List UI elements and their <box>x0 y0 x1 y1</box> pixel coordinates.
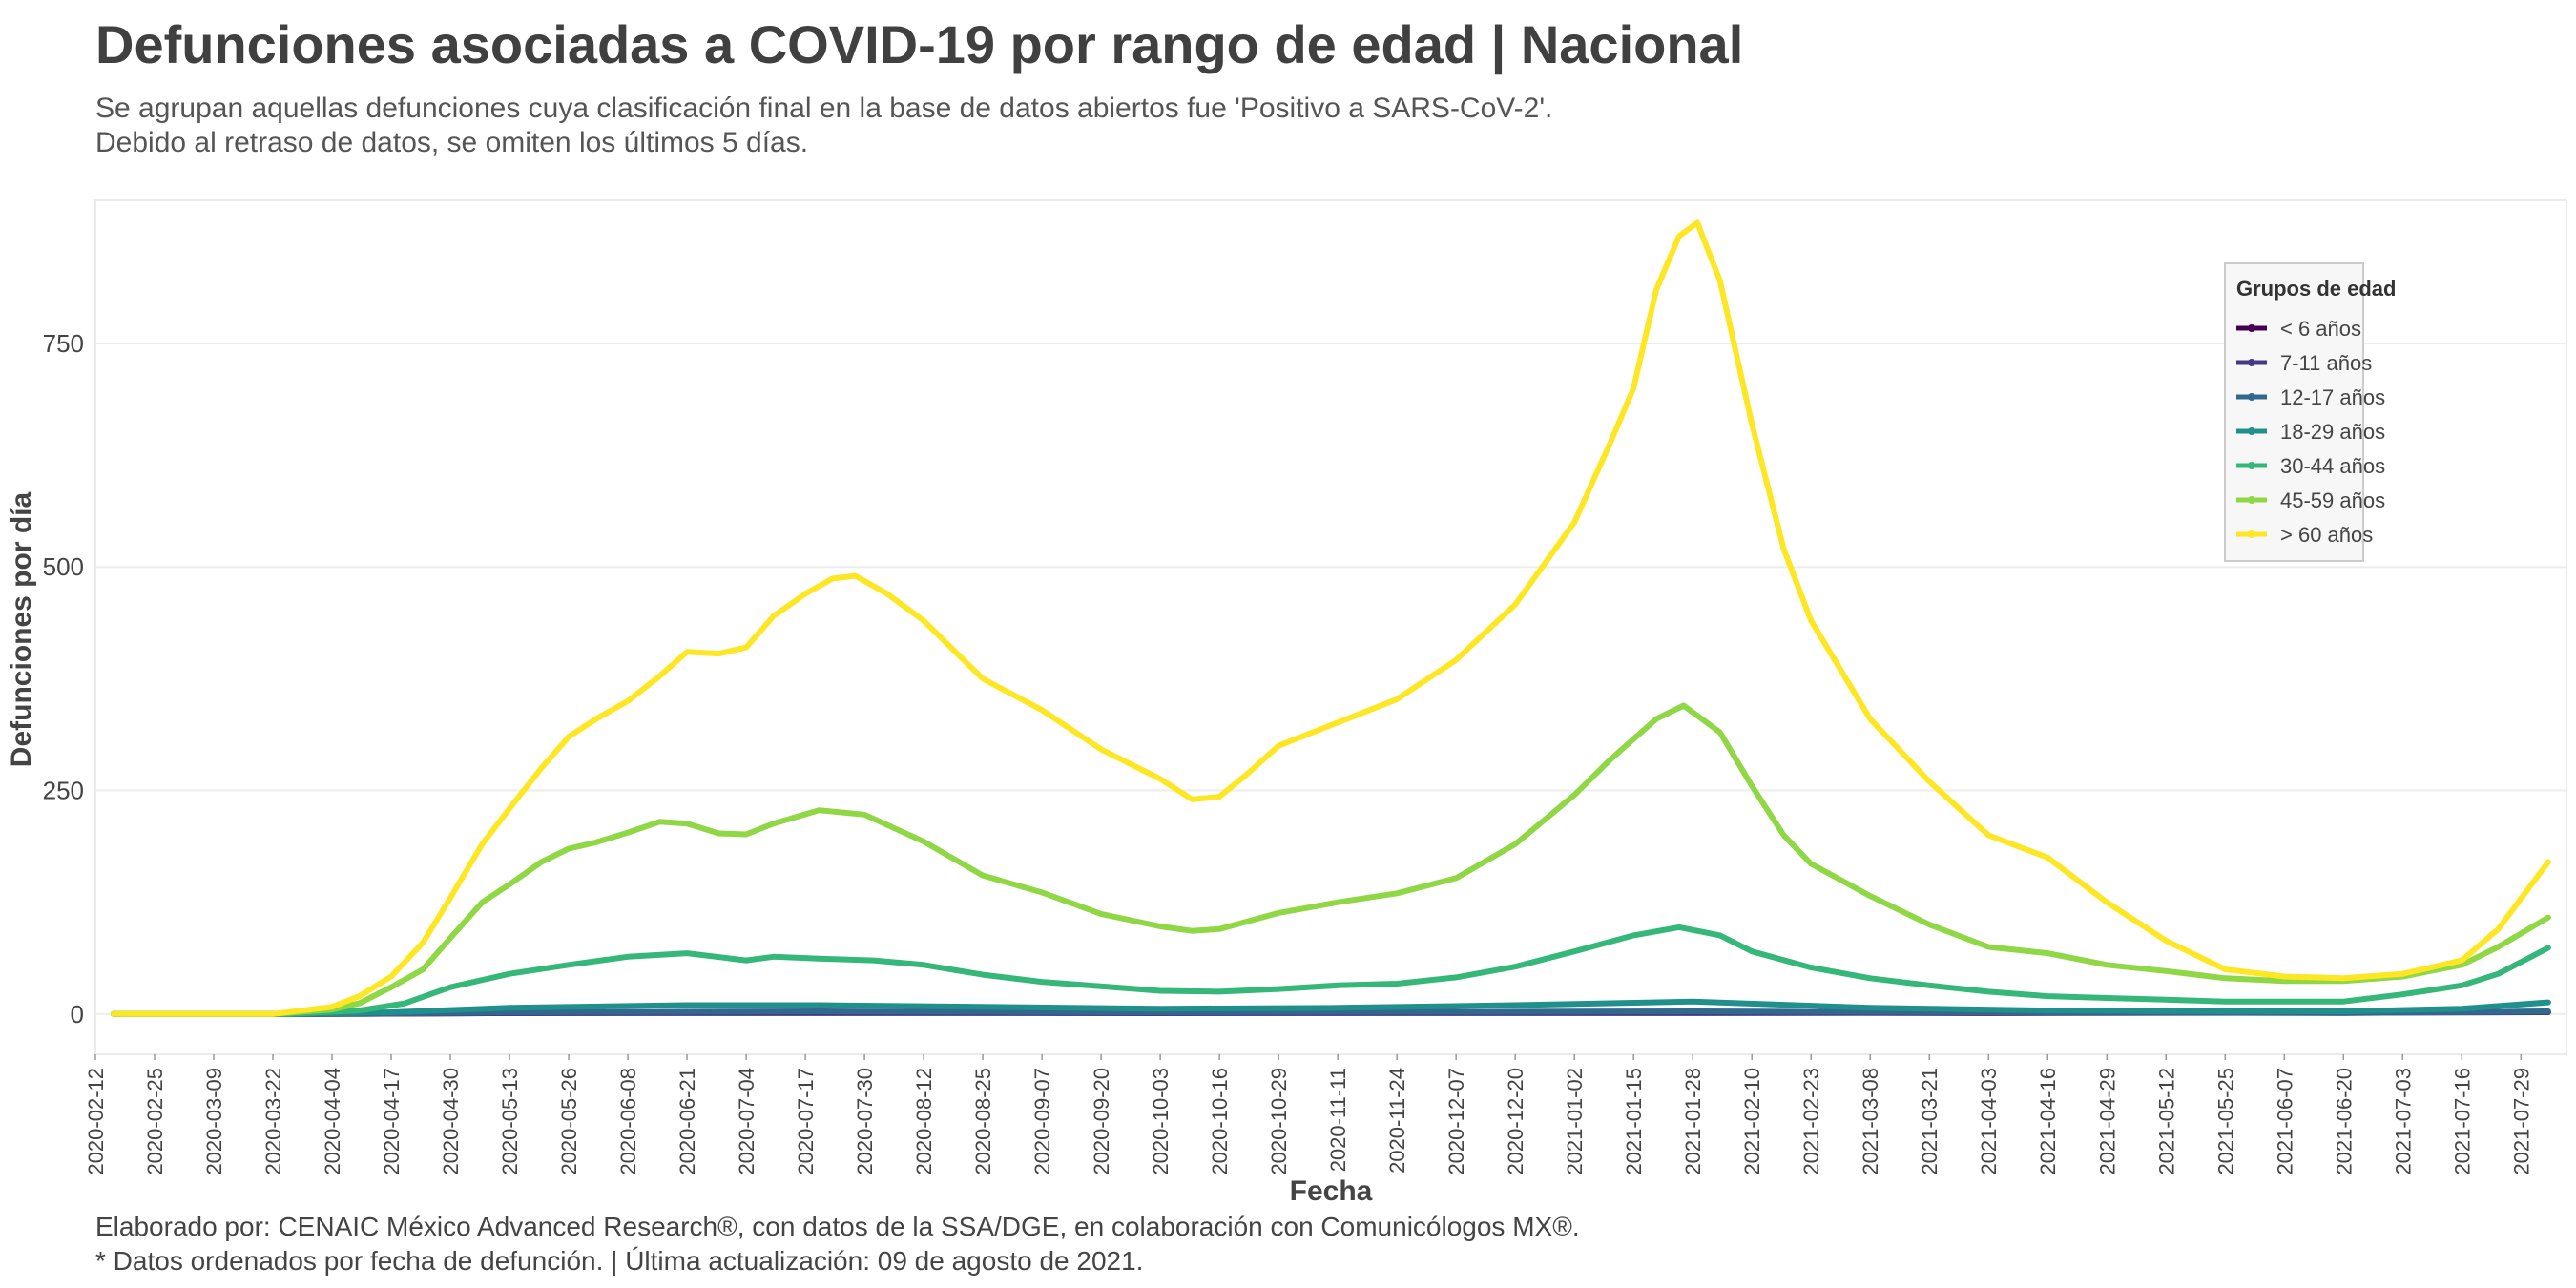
x-tick-label: 2020-06-21 <box>675 1068 699 1175</box>
chart-title: Defunciones asociadas a COVID-19 por ran… <box>95 14 1744 74</box>
y-tick-label: 250 <box>43 777 84 805</box>
legend-label: 30-44 años <box>2280 454 2385 478</box>
subtitle-line-2: Debido al retraso de datos, se omiten lo… <box>95 127 809 158</box>
x-tick-label: 2021-04-16 <box>2036 1068 2060 1175</box>
x-tick-label: 2021-05-25 <box>2213 1068 2237 1175</box>
y-axis-title: Defunciones por día <box>6 492 37 768</box>
legend-box <box>2224 262 2364 562</box>
legend-label: 7-11 años <box>2280 351 2372 375</box>
x-tick-label: 2020-07-30 <box>853 1068 877 1175</box>
x-tick-label: 2021-01-28 <box>1681 1068 1705 1175</box>
caption-line-1: Elaborado por: CENAIC México Advanced Re… <box>95 1212 1580 1241</box>
legend-label: 18-29 años <box>2280 420 2385 444</box>
legend-marker <box>2248 427 2255 435</box>
legend-marker <box>2248 530 2255 538</box>
subtitle-line-1: Se agrupan aquellas defunciones cuya cla… <box>95 93 1553 124</box>
x-axis-title: Fecha <box>1290 1175 1373 1207</box>
x-tick-label: 2020-07-17 <box>794 1068 818 1175</box>
legend-title: Grupos de edad <box>2236 277 2396 301</box>
series-line <box>111 219 2551 1017</box>
x-tick-label: 2021-04-29 <box>2095 1068 2119 1175</box>
series-line <box>111 998 2551 1017</box>
x-tick-label: 2021-02-23 <box>1799 1068 1823 1175</box>
x-tick-label: 2021-06-07 <box>2273 1068 2296 1175</box>
x-tick-label: 2020-06-08 <box>616 1068 640 1175</box>
legend-label: 12-17 años <box>2280 385 2385 409</box>
x-tick-label: 2021-03-21 <box>1918 1068 1942 1175</box>
x-tick-label: 2021-02-10 <box>1740 1068 1764 1175</box>
x-tick-label: 2020-10-29 <box>1267 1068 1291 1175</box>
legend-label: < 6 años <box>2280 317 2361 341</box>
legend-marker <box>2248 496 2255 504</box>
x-tick-label: 2021-01-02 <box>1563 1068 1587 1175</box>
x-tick-label: 2021-07-29 <box>2509 1068 2533 1175</box>
x-tick-label: 2020-04-17 <box>380 1068 404 1175</box>
x-tick-label: 2020-08-25 <box>971 1068 995 1175</box>
x-tick-label: 2020-04-04 <box>321 1068 344 1175</box>
caption-line-2: * Datos ordenados por fecha de defunción… <box>95 1246 1144 1276</box>
x-tick-label: 2020-05-13 <box>498 1068 522 1175</box>
x-tick-label: 2020-04-30 <box>439 1068 463 1175</box>
series-line <box>111 702 2551 1017</box>
x-tick-label: 2020-05-26 <box>557 1068 581 1175</box>
x-tick-label: 2021-01-15 <box>1622 1068 1646 1175</box>
x-tick-label: 2020-12-20 <box>1504 1068 1527 1175</box>
plot-panel <box>94 199 2567 1055</box>
legend: Grupos de edad < 6 años 7-11 años 12-17 añ… <box>2224 262 2396 562</box>
x-tick-label: 2020-07-04 <box>735 1068 758 1175</box>
x-tick-label: 2020-10-03 <box>1149 1068 1173 1175</box>
x-tick-label: 2020-09-07 <box>1030 1068 1054 1175</box>
x-tick-label: 2020-11-11 <box>1326 1068 1350 1172</box>
x-tick-label: 2021-07-16 <box>2450 1068 2474 1175</box>
chart-subtitle: Se agrupan aquellas defunciones cuya cla… <box>95 92 1552 160</box>
x-tick-label: 2020-03-09 <box>202 1068 226 1175</box>
x-tick-label: 2020-02-12 <box>84 1068 108 1175</box>
y-tick-label: 0 <box>71 1000 84 1028</box>
y-tick-label: 750 <box>43 329 84 358</box>
x-tick-label: 2020-08-12 <box>912 1068 936 1175</box>
x-tick-label: 2020-09-20 <box>1090 1068 1113 1175</box>
x-tick-label: 2020-10-16 <box>1208 1068 1232 1175</box>
x-tick-label: 2021-06-20 <box>2332 1068 2356 1175</box>
legend-label: 45-59 años <box>2280 488 2385 512</box>
legend-marker <box>2248 462 2255 469</box>
x-tick-label: 2020-03-22 <box>261 1068 285 1175</box>
legend-marker <box>2248 359 2255 366</box>
x-tick-label: 2021-05-12 <box>2154 1068 2178 1175</box>
caption: Elaborado por: CENAIC México Advanced Re… <box>95 1210 1580 1278</box>
x-tick-label: 2021-04-03 <box>1977 1068 2001 1175</box>
legend-label: > 60 años <box>2280 523 2373 547</box>
y-tick-label: 500 <box>43 552 84 581</box>
x-tick-label: 2021-07-03 <box>2391 1068 2415 1175</box>
series-line <box>111 924 2551 1017</box>
legend-marker <box>2248 393 2255 401</box>
x-tick-label: 2020-02-25 <box>143 1068 167 1175</box>
x-tick-label: 2020-11-24 <box>1385 1068 1409 1174</box>
x-tick-label: 2020-12-07 <box>1444 1068 1468 1175</box>
x-tick-label: 2021-03-08 <box>1859 1068 1882 1175</box>
legend-marker <box>2248 324 2255 332</box>
